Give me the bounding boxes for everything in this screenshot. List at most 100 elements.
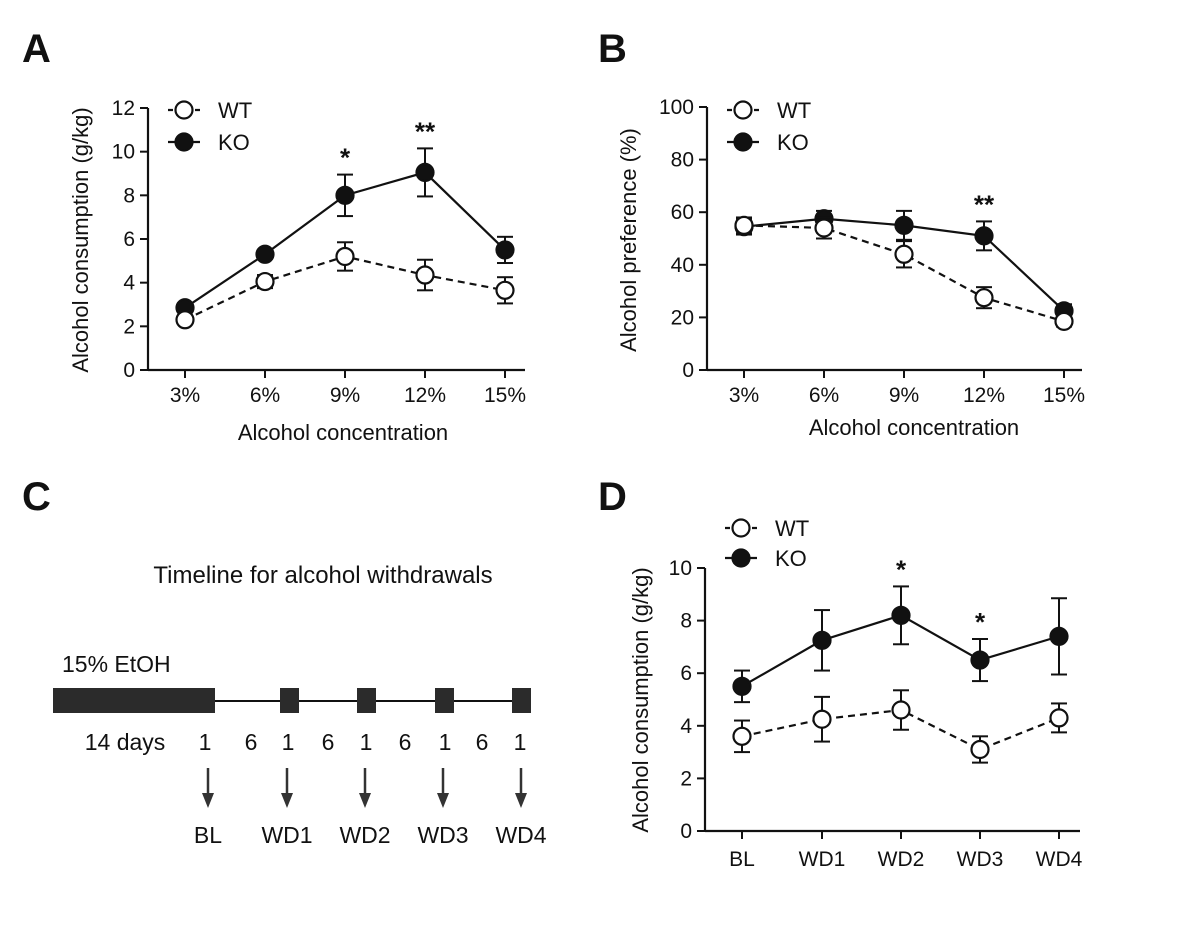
timepoint-label: WD3: [417, 822, 468, 848]
x-tick-label: WD3: [957, 848, 1004, 871]
panel-letter-a: A: [22, 27, 51, 71]
data-point-ko: [812, 630, 832, 650]
timepoint-label: BL: [194, 822, 222, 848]
data-point-ko: [974, 226, 994, 246]
y-axis-title: Alcohol consumption (g/kg): [628, 567, 653, 832]
y-axis-title: Alcohol preference (%): [616, 128, 641, 352]
etoh-1day-block: [357, 688, 376, 713]
y-axis-title: Alcohol consumption (g/kg): [68, 107, 93, 372]
significance-marker: *: [896, 554, 907, 584]
down-arrow-icon: [515, 793, 527, 808]
significance-marker: **: [415, 116, 436, 146]
y-tick-label: 6: [123, 228, 135, 251]
data-point-wt: [335, 246, 355, 267]
down-arrow-icon: [437, 793, 449, 808]
legend-marker-wt: [174, 100, 194, 120]
plot-area: 0 2 4 6 8 10 BL WD1 WD2 WD3 WD4 * * WT KO: [669, 516, 1083, 871]
duration-label: 6: [476, 729, 489, 755]
timepoint-label: WD1: [261, 822, 312, 848]
duration-label: 1: [360, 729, 373, 755]
etoh-bar-label: 15% EtOH: [62, 651, 171, 677]
duration-label: 6: [322, 729, 335, 755]
x-axis-title: Alcohol concentration: [809, 415, 1019, 440]
data-point-wt: [732, 726, 752, 746]
x-tick-label: 12%: [404, 384, 446, 407]
x-tick-label: 9%: [889, 384, 919, 407]
data-point-ko: [891, 605, 911, 625]
etoh-1day-block: [435, 688, 454, 713]
y-tick-label: 8: [680, 610, 692, 633]
data-point-ko: [970, 650, 990, 670]
data-point-wt: [894, 244, 914, 264]
panel-letter-d: D: [598, 475, 627, 519]
legend-label-ko: KO: [218, 130, 250, 155]
panel-c-timeline: C Timeline for alcohol withdrawals 15% E…: [22, 475, 547, 848]
x-tick-label: 3%: [729, 384, 759, 407]
data-point-wt: [255, 271, 275, 292]
significance-marker: **: [974, 189, 995, 219]
x-tick-label: WD2: [878, 848, 925, 871]
x-tick-label: 6%: [250, 384, 280, 407]
y-tick-label: 4: [680, 715, 692, 738]
legend-marker-ko: [731, 548, 751, 568]
down-arrow-icon: [359, 793, 371, 808]
legend-label-ko: KO: [775, 546, 807, 571]
x-tick-label: BL: [729, 848, 755, 871]
data-point-ko: [495, 240, 515, 260]
timeline-title: Timeline for alcohol withdrawals: [153, 562, 492, 589]
duration-label: 1: [199, 729, 212, 755]
legend-marker-ko: [174, 132, 194, 152]
legend-label-wt: WT: [775, 516, 809, 541]
legend-label-ko: KO: [777, 130, 809, 155]
data-point-ko: [415, 162, 435, 183]
y-tick-label: 2: [123, 315, 135, 338]
down-arrow-icon: [202, 793, 214, 808]
etoh-1day-block: [512, 688, 531, 713]
data-point-ko: [1049, 626, 1069, 646]
legend-label-wt: WT: [218, 98, 252, 123]
data-point-ko: [255, 244, 275, 264]
x-tick-label: 12%: [963, 384, 1005, 407]
x-tick-label: 15%: [1043, 384, 1085, 407]
y-tick-label: 6: [680, 662, 692, 685]
plot-area: 0 20 40 60 80 100 3% 6% 9% 12% 15% ** WT KO: [659, 96, 1085, 407]
etoh-14day-bar: [53, 688, 215, 713]
y-tick-label: 10: [112, 141, 135, 164]
etoh-1day-block: [280, 688, 299, 713]
y-tick-label: 0: [680, 820, 692, 843]
panel-a-chart: A Alcohol consumption (g/kg) Alcohol con…: [22, 27, 526, 445]
y-tick-label: 60: [671, 201, 694, 224]
y-tick-label: 0: [682, 359, 694, 382]
timeline-diagram: 14 days 1 6 1 6 1 6 1 6 1BL WD1 WD2 WD3 WD4: [53, 688, 547, 848]
duration-label: 6: [399, 729, 412, 755]
data-point-wt: [1049, 708, 1069, 728]
data-point-wt: [812, 709, 832, 729]
legend-label-wt: WT: [777, 98, 811, 123]
data-point-wt: [495, 280, 515, 300]
data-point-wt: [1054, 311, 1074, 331]
y-tick-label: 100: [659, 96, 694, 119]
timepoint-label: WD4: [495, 822, 546, 848]
y-tick-label: 80: [671, 149, 694, 172]
legend-marker-wt: [731, 518, 751, 538]
panel-letter-b: B: [598, 27, 627, 71]
x-tick-label: 15%: [484, 384, 526, 407]
y-tick-label: 10: [669, 557, 692, 580]
panel-letter-c: C: [22, 475, 51, 519]
significance-marker: *: [340, 143, 351, 173]
y-tick-label: 20: [671, 306, 694, 329]
duration-label: 1: [439, 729, 452, 755]
panel-d-chart: D Alcohol consumption (g/kg) 0 2 4 6 8 10 BL WD…: [598, 475, 1083, 871]
legend-marker-ko: [733, 132, 753, 152]
duration-label: 14 days: [85, 729, 166, 755]
data-point-wt: [891, 700, 911, 720]
data-point-wt: [974, 288, 994, 308]
data-point-ko: [732, 676, 752, 696]
data-point-ko: [335, 185, 355, 205]
data-point-wt: [415, 265, 435, 285]
x-tick-label: WD1: [799, 848, 846, 871]
data-point-wt: [814, 218, 834, 238]
down-arrow-icon: [281, 793, 293, 808]
panel-b-chart: B Alcohol preference (%) Alcohol concent…: [598, 27, 1085, 440]
